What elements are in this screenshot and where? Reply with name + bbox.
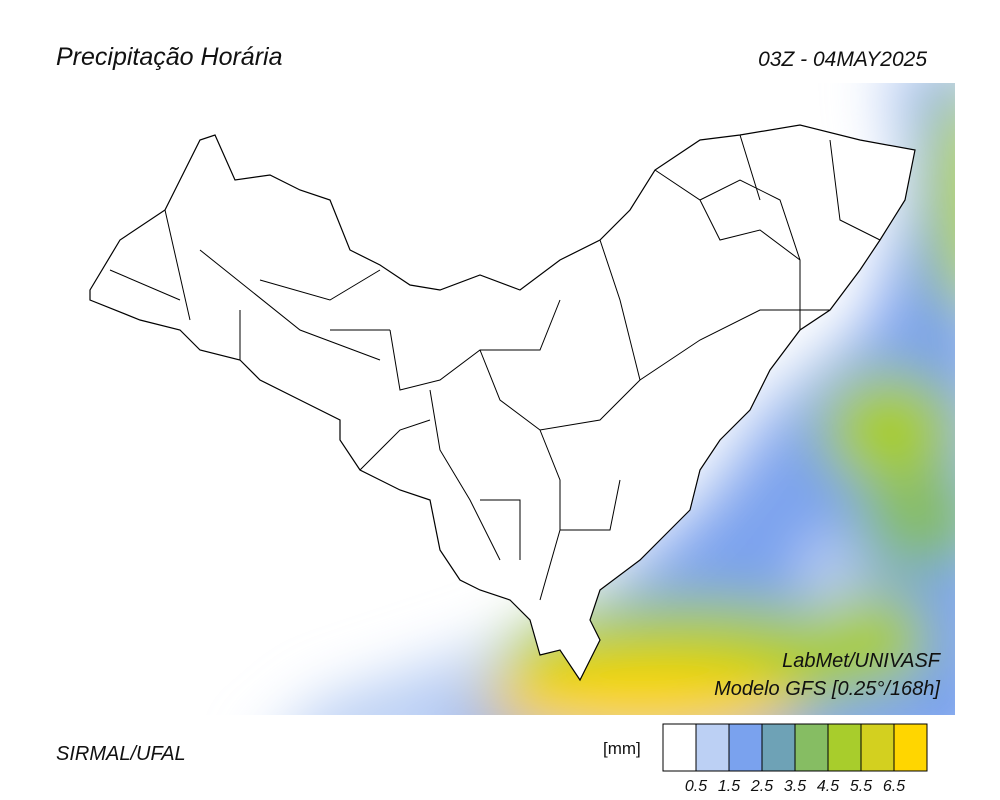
footer-source: SIRMAL/UFAL xyxy=(56,743,186,765)
lab-credit: LabMet/UNIVASF xyxy=(782,650,942,672)
colorbar-tick-label: 2.5 xyxy=(750,778,773,795)
colorbar-box xyxy=(728,723,763,772)
colorbar-tick-label: 4.5 xyxy=(817,778,839,795)
colorbar-box xyxy=(860,723,895,772)
model-credit: Modelo GFS [0.25°/168h] xyxy=(714,678,940,700)
colorbar-box xyxy=(893,723,928,772)
legend-unit: [mm] xyxy=(603,739,641,758)
colorbar-tick-label: 6.5 xyxy=(883,778,905,795)
colorbar-tick-label: 1.5 xyxy=(718,778,740,795)
colorbar-tick-label: 3.5 xyxy=(784,778,806,795)
municipal-borders xyxy=(109,134,881,601)
colorbar-tick-label: 0.5 xyxy=(685,778,707,795)
colorbar-box xyxy=(695,723,730,772)
timestamp: 03Z - 04MAY2025 xyxy=(758,48,927,71)
colorbar-box xyxy=(794,723,829,772)
colorbar-tick-label: 5.5 xyxy=(850,778,872,795)
colorbar-box xyxy=(662,723,697,772)
title: Precipitação Horária xyxy=(56,43,283,71)
colorbar-box xyxy=(827,723,862,772)
colorbar: 0.5 1.5 2.5 3.5 4.5 5.5 6.5 xyxy=(662,723,928,795)
colorbar-box xyxy=(761,723,796,772)
